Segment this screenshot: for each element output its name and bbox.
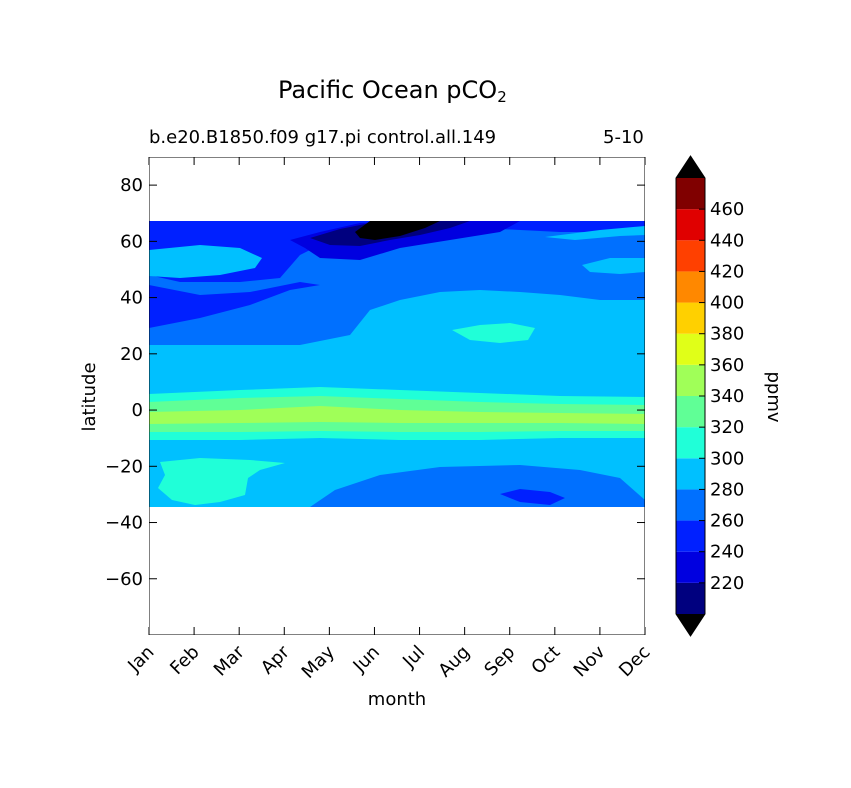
x-tick-label: May	[298, 641, 339, 682]
x-tick-label: Apr	[257, 641, 294, 678]
x-tick-label: Dec	[615, 642, 654, 681]
y-tick-label: −60	[105, 569, 143, 590]
x-tick-label: Sep	[480, 642, 519, 681]
colorbar-swatch	[676, 551, 705, 583]
y-tick-label: 60	[120, 231, 143, 252]
y-tick-label: 40	[120, 288, 143, 309]
x-tick-label: Feb	[166, 642, 203, 679]
x-tick-label: Jan	[123, 642, 158, 677]
colorbar-over-arrow	[676, 156, 705, 178]
colorbar-tick-label: 280	[710, 479, 744, 500]
colorbar-swatch	[676, 240, 705, 272]
colorbar-tick-label: 360	[710, 355, 744, 376]
colorbar-swatch	[676, 178, 705, 210]
x-tick-label: Aug	[434, 642, 474, 682]
colorbar: 220 240 260 280 300 320 340 360 380 400 420 440 460	[675, 155, 744, 637]
colorbar-swatch	[676, 458, 705, 490]
colorbar-swatch	[676, 520, 705, 552]
x-tick-label: Jun	[349, 642, 384, 677]
colorbar-tick-label: 380	[710, 324, 744, 345]
title-subscript: 2	[497, 88, 507, 106]
colorbar-swatch	[676, 333, 705, 365]
contour-north-pocket-left	[149, 245, 262, 278]
x-tick-label: Jul	[398, 642, 429, 673]
colorbar-tick-label: 400	[710, 293, 744, 314]
colorbar-outline	[675, 155, 706, 637]
colorbar-swatch	[676, 364, 705, 396]
contour-north-below-200	[355, 221, 440, 240]
colorbar-under-arrow	[676, 614, 705, 636]
chart-subtitle-left: b.e20.B1850.f09 g17.pi control.all.149	[149, 127, 497, 148]
contour-south-240-260	[500, 489, 565, 505]
colorbar-swatch	[676, 302, 705, 334]
colorbar-tick-label: 420	[710, 261, 744, 282]
y-tick-label: 80	[120, 175, 143, 196]
contour-north-240-260	[149, 221, 645, 328]
colorbar-swatch	[676, 582, 705, 614]
colorbar-tick-label: 460	[710, 199, 744, 220]
contour-north-pocket-right-top	[545, 226, 645, 240]
colorbar-tick-label: 340	[710, 386, 744, 407]
colorbar-swatch	[676, 271, 705, 303]
colorbar-swatch	[676, 396, 705, 428]
colorbar-label: ppmv	[763, 371, 784, 422]
colorbar-tick-label: 220	[710, 573, 744, 594]
y-tick-label: −40	[105, 513, 143, 534]
contour-south-300-320	[158, 458, 285, 505]
y-tick-label: 20	[120, 344, 143, 365]
x-tick-label: Nov	[570, 641, 610, 681]
colorbar-swatch	[676, 427, 705, 459]
colorbar-tick-label: 260	[710, 511, 744, 532]
contour-eq-340-360	[149, 406, 645, 424]
colorbar-tick-label: 440	[710, 230, 744, 251]
y-tick-label: 0	[132, 400, 143, 421]
y-axis-label: latitude	[79, 362, 100, 431]
colorbar-tick-label: 320	[710, 417, 744, 438]
colorbar-tick-label: 240	[710, 542, 744, 563]
contour-north-pocket-right	[582, 258, 645, 274]
y-axis-ticks: −60 −40 −20 0 20 40 60 80	[105, 175, 645, 590]
x-axis-label: month	[368, 689, 426, 710]
contour-field	[149, 157, 645, 635]
chart-subtitle-right: 5-10	[603, 127, 644, 148]
x-tick-label: Oct	[527, 642, 564, 679]
colorbar-swatch	[676, 489, 705, 521]
y-tick-label: −20	[105, 456, 143, 477]
colorbar-tick-label: 300	[710, 448, 744, 469]
x-tick-label: Mar	[210, 641, 249, 680]
contour-mid-300-320	[452, 323, 535, 343]
contour-regions	[149, 221, 645, 507]
colorbar-swatch	[676, 209, 705, 241]
chart-title: Pacific Ocean pCO2	[278, 76, 507, 106]
